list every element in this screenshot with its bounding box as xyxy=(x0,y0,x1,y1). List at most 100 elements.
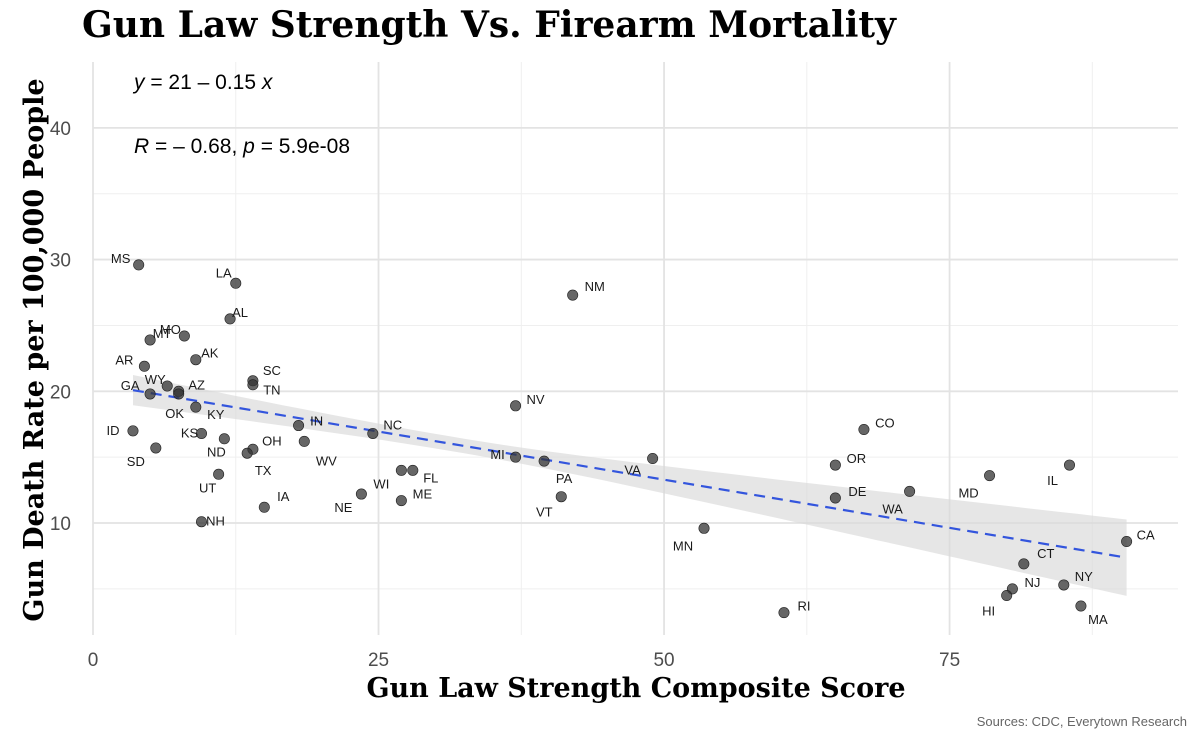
label-va: VA xyxy=(624,462,641,477)
label-oh: OH xyxy=(262,433,282,448)
y-tick-label: 40 xyxy=(50,119,71,140)
point-id xyxy=(127,425,139,437)
point-la xyxy=(230,277,242,289)
label-sd: SD xyxy=(127,454,145,469)
label-mt: MT xyxy=(153,326,172,341)
label-mn: MN xyxy=(673,538,693,553)
point-mo xyxy=(178,330,190,342)
label-vt: VT xyxy=(536,505,553,520)
label-nj: NJ xyxy=(1024,575,1040,590)
point-ny xyxy=(1058,579,1070,591)
label-mi: MI xyxy=(490,447,504,462)
point-al xyxy=(224,313,236,325)
label-id: ID xyxy=(106,423,119,438)
point-sd xyxy=(150,442,162,454)
point-or xyxy=(829,459,841,471)
label-sc: SC xyxy=(263,363,281,378)
label-il: IL xyxy=(1047,473,1058,488)
label-wa: WA xyxy=(882,501,903,516)
corr-r: R xyxy=(134,135,149,158)
label-ny: NY xyxy=(1075,569,1093,584)
point-mn xyxy=(698,522,710,534)
y-tick-label: 30 xyxy=(50,251,71,272)
data-points xyxy=(127,259,1133,619)
label-ar: AR xyxy=(115,352,133,367)
label-tn: TN xyxy=(263,383,280,398)
point-tx xyxy=(241,447,253,459)
point-ks xyxy=(196,427,208,439)
point-ga xyxy=(144,388,156,400)
point-ca xyxy=(1121,535,1133,547)
point-wy xyxy=(161,380,173,392)
point-ms xyxy=(133,259,145,271)
point-vt xyxy=(555,491,567,503)
point-nv xyxy=(510,400,522,412)
label-ri: RI xyxy=(797,599,810,614)
label-tx: TX xyxy=(255,463,272,478)
point-ky xyxy=(190,401,202,413)
point-wa xyxy=(904,485,916,497)
label-ak: AK xyxy=(201,346,219,361)
y-tick-label: 10 xyxy=(50,514,71,535)
label-ga: GA xyxy=(121,378,140,393)
label-ct: CT xyxy=(1037,546,1054,561)
label-la: LA xyxy=(216,265,232,280)
label-ia: IA xyxy=(277,489,290,504)
label-co: CO xyxy=(875,416,895,431)
label-ma: MA xyxy=(1088,612,1108,627)
point-ne xyxy=(355,488,367,500)
point-ak xyxy=(190,354,202,366)
y-axis-title: Gun Death Rate per 100,000 People xyxy=(19,78,50,621)
label-ms: MS xyxy=(111,251,131,266)
label-ky: KY xyxy=(207,407,225,422)
confidence-band xyxy=(133,375,1127,596)
x-tick-label: 0 xyxy=(88,650,99,671)
point-nh xyxy=(196,516,208,528)
y-tick-label: 20 xyxy=(50,382,71,403)
label-az: AZ xyxy=(188,377,205,392)
label-nh: NH xyxy=(206,514,225,529)
label-nm: NM xyxy=(585,279,605,294)
label-ut: UT xyxy=(199,480,216,495)
point-wv xyxy=(298,435,310,447)
point-ri xyxy=(778,607,790,619)
label-fl: FL xyxy=(423,470,438,485)
label-ne: NE xyxy=(334,500,352,515)
x-axis-title: Gun Law Strength Composite Score xyxy=(366,673,905,704)
x-tick-label: 50 xyxy=(653,650,674,671)
label-hi: HI xyxy=(982,603,995,618)
corr-p: p xyxy=(242,135,255,158)
point-mt xyxy=(144,334,156,346)
eq-body: = 21 – 0.15 xyxy=(145,71,262,94)
point-fl xyxy=(407,464,419,476)
point-ut xyxy=(213,468,225,480)
label-or: OR xyxy=(847,451,867,466)
correlation-stats: R = – 0.68, p = 5.9e-08 xyxy=(134,135,350,158)
point-nd xyxy=(218,433,230,445)
point-ar xyxy=(138,360,150,372)
x-tick-label: 75 xyxy=(939,650,960,671)
label-mo: MO xyxy=(160,322,181,337)
label-de: DE xyxy=(848,484,866,499)
point-ok xyxy=(173,388,185,400)
point-in xyxy=(293,420,305,432)
chart-title: Gun Law Strength Vs. Firearm Mortality xyxy=(82,4,897,46)
point-il xyxy=(1064,459,1076,471)
label-wi: WI xyxy=(373,476,389,491)
label-nc: NC xyxy=(383,417,402,432)
label-ok: OK xyxy=(165,406,184,421)
label-nd: ND xyxy=(207,445,226,460)
point-nm xyxy=(567,289,579,301)
eq-x: x xyxy=(261,71,274,94)
label-ca: CA xyxy=(1137,527,1155,542)
corr-r-eq: = – 0.68, xyxy=(149,135,243,158)
axis-ticks: 0 25 50 75 10 20 30 40 xyxy=(50,119,960,671)
label-me: ME xyxy=(413,487,433,502)
point-nc xyxy=(367,427,379,439)
point-pa xyxy=(538,455,550,467)
point-ma xyxy=(1075,600,1087,612)
label-nv: NV xyxy=(527,392,545,407)
eq-y: y xyxy=(132,71,146,94)
